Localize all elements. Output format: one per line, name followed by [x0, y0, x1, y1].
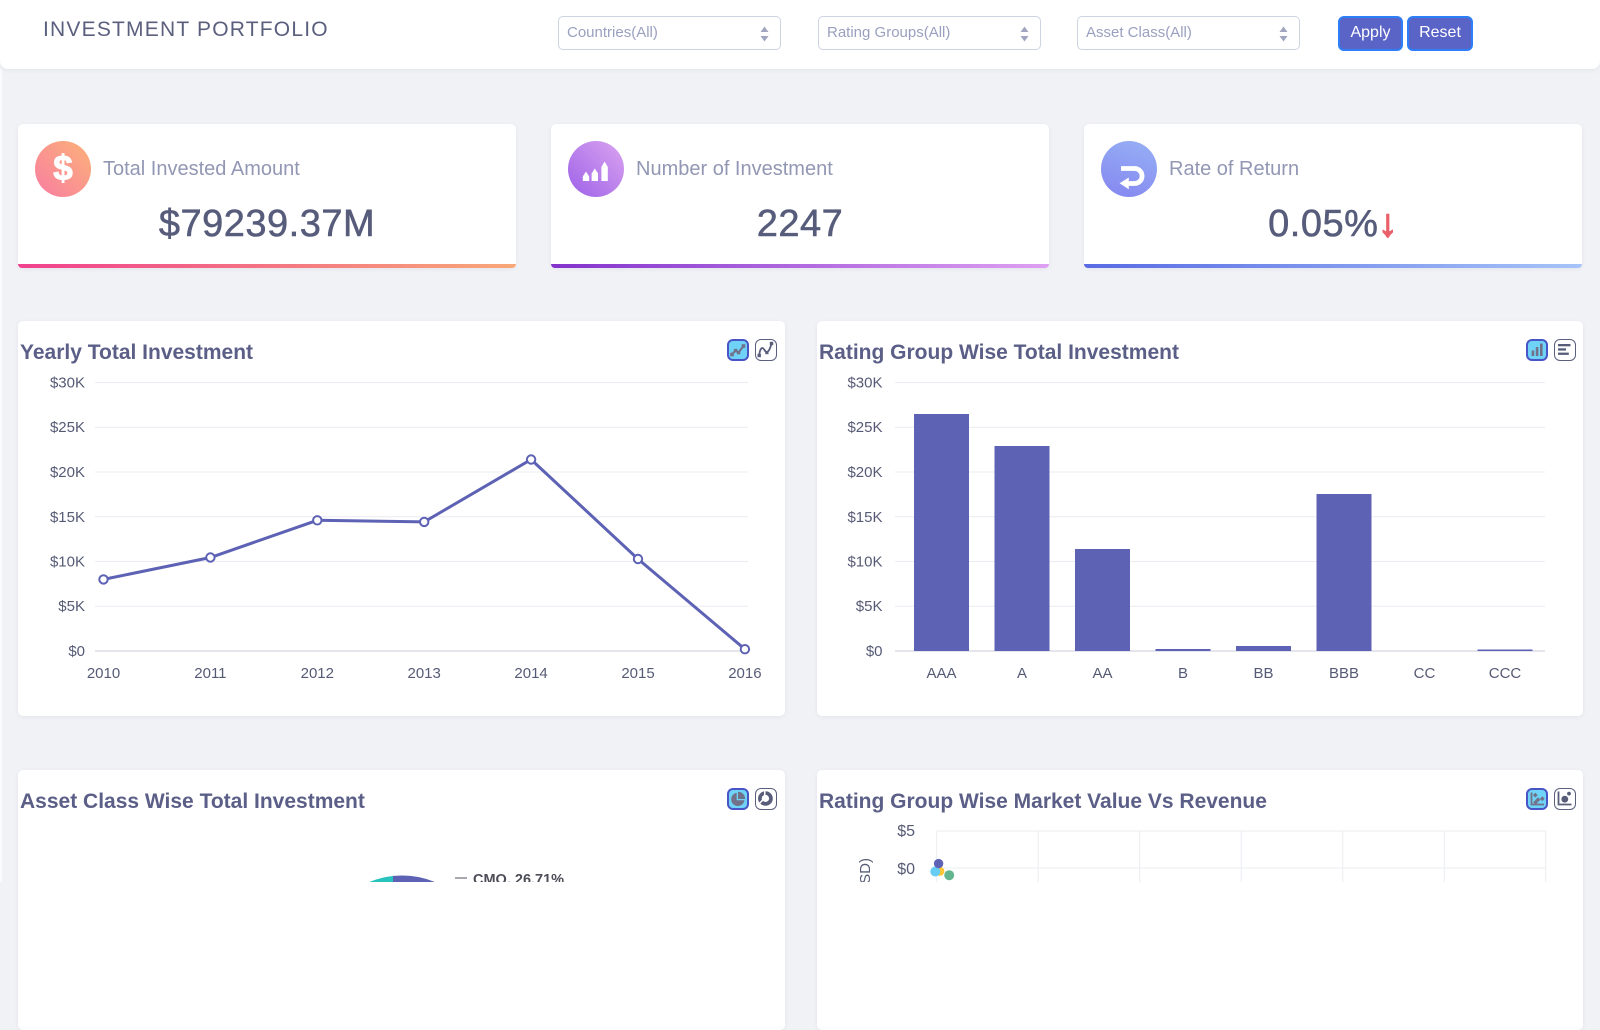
svg-text:$10K: $10K	[847, 554, 882, 571]
svg-text:$30K: $30K	[50, 375, 85, 392]
svg-text:$15K: $15K	[50, 509, 85, 526]
svg-text:CC: CC	[1414, 665, 1436, 682]
svg-text:2012: 2012	[301, 665, 334, 682]
svg-text:AAA: AAA	[926, 665, 956, 682]
svg-text:BB: BB	[1253, 665, 1273, 682]
svg-text:2013: 2013	[408, 665, 441, 682]
svg-text:2015: 2015	[621, 665, 654, 682]
svg-text:(USD): (USD)	[857, 858, 874, 882]
svg-text:2014: 2014	[514, 665, 547, 682]
svg-text:AA: AA	[1092, 665, 1112, 682]
svg-text:BBB: BBB	[1329, 665, 1359, 682]
svg-text:CMO, 26.71%: CMO, 26.71%	[473, 872, 564, 882]
svg-text:$10K: $10K	[50, 554, 85, 571]
svg-text:$0: $0	[866, 643, 883, 660]
svg-text:$5K: $5K	[58, 598, 85, 615]
svg-text:$0: $0	[68, 643, 85, 660]
svg-text:$25K: $25K	[847, 419, 882, 436]
svg-text:$30K: $30K	[847, 375, 882, 392]
svg-text:CCC: CCC	[1489, 665, 1522, 682]
svg-text:$25K: $25K	[50, 419, 85, 436]
svg-text:B: B	[1178, 665, 1188, 682]
svg-text:$20K: $20K	[847, 464, 882, 481]
svg-text:$5K: $5K	[856, 598, 883, 615]
svg-text:A: A	[1017, 665, 1027, 682]
svg-text:$15K: $15K	[847, 509, 882, 526]
svg-text:2016: 2016	[728, 665, 761, 682]
svg-text:2010: 2010	[87, 665, 120, 682]
svg-text:2011: 2011	[194, 665, 226, 682]
svg-text:$20K: $20K	[50, 464, 85, 481]
svg-text:$5: $5	[897, 823, 915, 840]
svg-text:$0: $0	[897, 861, 915, 878]
